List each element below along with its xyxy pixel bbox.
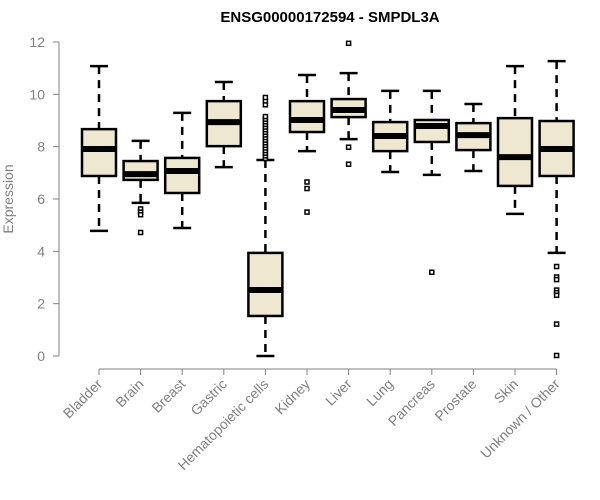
x-tick-label: Brain [112,376,146,410]
outlier-point [429,269,435,276]
x-tick-label: Bladder [60,376,106,422]
y-tick-label: 4 [37,243,45,259]
y-axis: 0 2 4 6 8 10 12 [29,34,60,364]
y-tick-label: 0 [37,348,45,364]
outlier-point [553,352,560,359]
box-pancreas [413,89,451,276]
iqr-box [496,116,534,188]
outlier-point [345,161,352,167]
box-liver [330,40,367,167]
outlier-point [553,292,560,299]
x-tick-label: Lung [363,376,396,409]
outlier-point [304,185,310,192]
outlier-point [137,229,144,236]
y-tick-label: 2 [37,296,45,312]
box-lung [371,89,409,174]
y-tick-label: 8 [37,139,45,155]
y-axis-label: Expression [0,164,16,233]
box-hematopoietic-cells [247,94,284,358]
outlier-point [304,179,310,185]
y-tick-label: 10 [29,86,45,102]
box-gastric [205,80,243,169]
x-tick-label: Unknown / Other [477,376,563,462]
x-tick-label: Prostate [431,376,479,424]
x-tick-label: Skin [491,376,522,407]
x-tick-label: Breast [148,376,188,416]
box-bladder [80,64,118,233]
boxes-group [80,40,575,359]
outlier-point [553,263,560,270]
outlier-point [262,94,269,101]
chart-title: ENSG00000172594 - SMPDL3A [220,9,439,26]
outlier-point [137,211,144,218]
box-kidney [288,73,326,215]
box-prostate [455,102,492,173]
outlier-point [262,113,269,120]
outlier-point [304,209,310,215]
iqr-box [247,251,284,318]
x-tick-label: Liver [322,376,355,409]
box-breast [163,111,201,230]
x-tick-label: Kidney [272,376,314,418]
y-tick-label: 6 [37,191,45,207]
box-unknown-other [538,59,575,359]
box-skin [496,64,534,216]
outlier-point [345,144,352,150]
iqr-box [163,156,201,195]
outlier-point [553,276,560,283]
box-brain [122,139,159,236]
outlier-point [553,321,560,327]
outlier-point [345,40,352,47]
iqr-box [80,127,118,178]
y-tick-label: 12 [29,34,45,50]
iqr-box [288,99,326,134]
